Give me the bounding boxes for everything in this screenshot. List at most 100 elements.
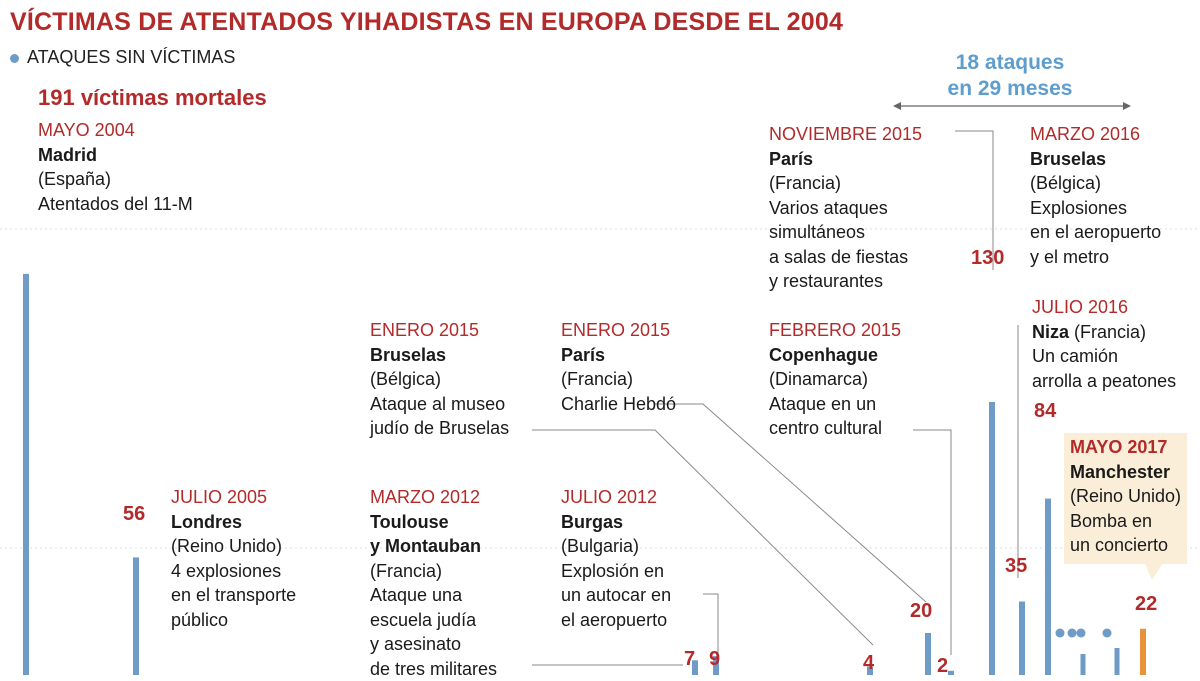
- annotation-city: Bruselas: [1030, 147, 1161, 172]
- annotation-city-2: y Montauban: [370, 534, 497, 559]
- bar-5: [925, 633, 931, 675]
- annotation-date: MARZO 2012: [370, 485, 497, 510]
- annotation-country: (Francia): [769, 171, 922, 196]
- annotation-country: (Reino Unido): [171, 534, 296, 559]
- legend: ATAQUES SIN VÍCTIMAS: [10, 47, 235, 68]
- period-bracket: [893, 102, 1131, 110]
- value-label: 35: [1005, 555, 1027, 578]
- annotation-line: en el transporte: [171, 583, 296, 608]
- annotation-line: el aeropuerto: [561, 608, 671, 633]
- annotation-line: público: [171, 608, 296, 633]
- no-victim-dot: [1068, 629, 1077, 638]
- bar-0: [23, 274, 29, 675]
- no-victim-dot: [1077, 629, 1086, 638]
- annotation-city: París: [769, 147, 922, 172]
- annotation-line: Varios ataques: [769, 196, 922, 221]
- legend-dot-icon: [10, 54, 19, 63]
- annotation-country: (Bélgica): [370, 367, 509, 392]
- annotation-city: Londres: [171, 510, 296, 535]
- value-label: 7: [684, 648, 695, 671]
- annotation-city: Manchester: [1070, 460, 1181, 485]
- annotation-line: Charlie Hebdó: [561, 392, 676, 417]
- annotation-country: (España): [38, 167, 193, 192]
- annotation-line: simultáneos: [769, 220, 922, 245]
- annotation-city: Niza (Francia): [1032, 320, 1176, 345]
- annotation-city: Madrid: [38, 143, 193, 168]
- annotation-line: y restaurantes: [769, 269, 922, 294]
- no-victim-dot: [1056, 629, 1065, 638]
- annotation-line: en el aeropuerto: [1030, 220, 1161, 245]
- annotation-line: a salas de fiestas: [769, 245, 922, 270]
- value-label: 9: [709, 648, 720, 671]
- annotation-date: MARZO 2016: [1030, 122, 1161, 147]
- annotation-line: Ataque una: [370, 583, 497, 608]
- no-victim-dot: [1103, 629, 1112, 638]
- annotation-line: Explosión en: [561, 559, 671, 584]
- annotation-line: y asesinato: [370, 632, 497, 657]
- chart-title: VÍCTIMAS DE ATENTADOS YIHADISTAS EN EURO…: [10, 8, 843, 37]
- period-line-1: 18 ataques: [900, 50, 1120, 76]
- period-annotation: 18 ataques en 29 meses: [900, 50, 1120, 102]
- annotation-line: y el metro: [1030, 245, 1161, 270]
- annotation-city: Toulouse: [370, 510, 497, 535]
- annotation-line: 4 explosiones: [171, 559, 296, 584]
- bar-9: [1045, 499, 1051, 675]
- annotation-date: FEBRERO 2015: [769, 318, 901, 343]
- annotation-line: escuela judía: [370, 608, 497, 633]
- annotation-city: París: [561, 343, 676, 368]
- period-line-2: en 29 meses: [900, 76, 1120, 102]
- annotation-line: Ataque al museo: [370, 392, 509, 417]
- bar-8: [1019, 602, 1025, 676]
- value-label: 20: [910, 600, 932, 623]
- value-label: 130: [971, 247, 1004, 270]
- annotation-line: arrolla a peatones: [1032, 369, 1176, 394]
- bar-6: [948, 671, 954, 675]
- annotation-line: Ataque en un: [769, 392, 901, 417]
- annotation-city: Copenhague: [769, 343, 901, 368]
- annotation-country: (Dinamarca): [769, 367, 901, 392]
- annotation-city: Burgas: [561, 510, 671, 535]
- small-bar: [1115, 648, 1120, 675]
- annotation-line: de tres militares: [370, 657, 497, 681]
- bar-7: [989, 402, 995, 675]
- bar-1: [133, 557, 139, 675]
- annotation-country: (Bélgica): [1030, 171, 1161, 196]
- annotation-country: (Bulgaria): [561, 534, 671, 559]
- annotation-date: JULIO 2016: [1032, 295, 1176, 320]
- legend-label: ATAQUES SIN VÍCTIMAS: [27, 47, 235, 67]
- annotation-line: Bomba en: [1070, 509, 1181, 534]
- annotation-line: Un camión: [1032, 344, 1176, 369]
- annotation-date: MAYO 2004: [38, 118, 193, 143]
- annotation-date: MAYO 2017: [1070, 435, 1181, 460]
- annotation-date: NOVIEMBRE 2015: [769, 122, 922, 147]
- value-label: 56: [123, 503, 145, 526]
- value-label: 22: [1135, 593, 1157, 616]
- annotation-line: centro cultural: [769, 416, 901, 441]
- no-victim-dots: [1056, 629, 1120, 676]
- madrid-total-label: 191 víctimas mortales: [38, 85, 267, 111]
- annotation-date: ENERO 2015: [370, 318, 509, 343]
- annotation-city: Bruselas: [370, 343, 509, 368]
- annotation-line: Explosiones: [1030, 196, 1161, 221]
- bar-10: [1140, 629, 1146, 675]
- annotation-date: JULIO 2005: [171, 485, 296, 510]
- small-bar: [1081, 654, 1086, 675]
- annotation-line: judío de Bruselas: [370, 416, 509, 441]
- annotation-line: un concierto: [1070, 533, 1181, 558]
- annotation-date: JULIO 2012: [561, 485, 671, 510]
- annotation-date: ENERO 2015: [561, 318, 676, 343]
- annotation-country: (Reino Unido): [1070, 484, 1181, 509]
- annotation-line: Atentados del 11-M: [38, 192, 193, 217]
- annotation-country: (Francia): [561, 367, 676, 392]
